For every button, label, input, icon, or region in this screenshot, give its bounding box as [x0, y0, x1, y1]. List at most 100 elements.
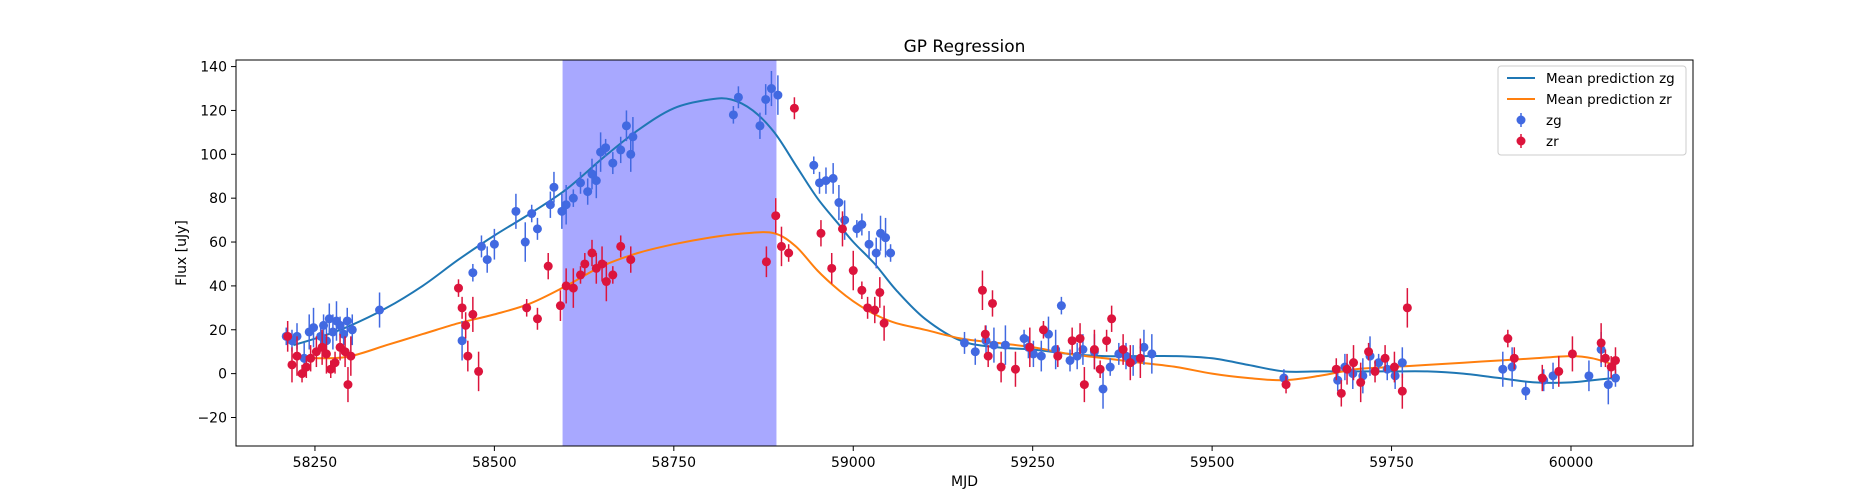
- zr-data-point: [597, 246, 607, 282]
- x-tick-label: 59500: [1190, 455, 1235, 471]
- zr-data-point: [1364, 342, 1374, 361]
- zg-data-point: [1036, 340, 1046, 372]
- zr-data-point: [816, 220, 826, 247]
- legend-box: [1497, 65, 1687, 156]
- zg-data-point: [1584, 360, 1594, 392]
- zr-data-point: [1370, 360, 1380, 383]
- zr-data-point: [1389, 351, 1399, 383]
- zg-data-point: [773, 75, 783, 115]
- zg-data-point: [342, 307, 352, 335]
- zg-data-point: [576, 171, 586, 194]
- legend-label-zg: zg: [1546, 113, 1562, 129]
- zr-data-point: [980, 325, 990, 343]
- x-tick-label: 58250: [293, 455, 338, 471]
- zg-data-point: [587, 158, 597, 190]
- zg-data-point: [621, 110, 631, 142]
- zg-data-point: [834, 185, 844, 221]
- zg-data-point: [766, 70, 776, 107]
- zg-data-point: [1147, 334, 1157, 374]
- zr-data-point: [875, 277, 885, 308]
- zr-data-point: [468, 296, 478, 332]
- zr-data-point: [1554, 356, 1564, 387]
- zg-data-point: [608, 152, 618, 175]
- zg-points: [281, 70, 1620, 409]
- zr-data-point: [1380, 345, 1390, 372]
- zr-data-point: [1509, 347, 1519, 370]
- zr-data-point: [1079, 367, 1089, 403]
- plot-frame: [235, 59, 1694, 447]
- zg-data-point: [557, 193, 567, 229]
- legend-label-zr: zr: [1546, 134, 1559, 150]
- zg-data-point: [324, 303, 334, 335]
- y-axis-ticks: −20 0 20 40 60 80 100 120 140: [197, 60, 236, 426]
- zr-data-point: [1610, 347, 1620, 374]
- zg-data-point: [532, 217, 542, 240]
- zg-data-point: [601, 138, 611, 157]
- zr-data-point: [983, 345, 993, 368]
- zr-data-point: [761, 246, 771, 278]
- legend: Mean prediction zg Mean prediction zr zg…: [1497, 65, 1687, 156]
- zr-data-point: [608, 266, 618, 284]
- zr-data-point: [343, 367, 353, 403]
- zg-data-point: [476, 235, 486, 258]
- zg-data-point: [1498, 351, 1508, 387]
- zr-data-point: [848, 250, 858, 291]
- zg-data-point: [561, 185, 571, 225]
- zg-data-point: [1098, 369, 1108, 409]
- zr-data-point: [784, 244, 794, 262]
- x-axis-ticks: 58250 58500 58750 59000 59250 59500 59750 60000: [293, 446, 1593, 471]
- y-axis-label: Flux [uJy]: [174, 220, 190, 286]
- zr-data-point: [1067, 327, 1077, 354]
- zg-data-point: [468, 263, 478, 282]
- zg-data-point: [871, 237, 881, 269]
- zr-data-point: [1342, 353, 1352, 385]
- zr-data-point: [301, 356, 311, 379]
- zg-data-point: [375, 292, 385, 328]
- x-tick-label: 59250: [1010, 455, 1055, 471]
- zr-data-point: [1537, 364, 1547, 392]
- zr-data-point: [1118, 334, 1128, 365]
- zr-data-point: [1402, 288, 1412, 328]
- zr-data-point: [1025, 327, 1035, 368]
- zg-data-point: [828, 163, 838, 194]
- y-tick-label: 60: [209, 235, 227, 251]
- zg-data-point: [989, 327, 999, 363]
- zr-data-point: [1053, 345, 1063, 368]
- zg-data-point: [545, 191, 555, 218]
- y-tick-label: −20: [197, 410, 227, 426]
- x-tick-label: 58750: [652, 455, 697, 471]
- zr-data-point: [457, 296, 467, 319]
- zr-data-point: [1397, 373, 1407, 409]
- legend-zr-marker-swatch: [1516, 134, 1526, 148]
- zg-data-point: [591, 163, 601, 199]
- zr-data-point: [1038, 320, 1048, 339]
- zr-data-point: [568, 268, 578, 308]
- zr-data-point: [987, 290, 997, 317]
- zg-data-point: [1065, 349, 1075, 372]
- zr-data-point: [626, 246, 636, 273]
- y-tick-label: 100: [200, 147, 227, 163]
- zr-data-point: [977, 270, 987, 311]
- zg-data-point: [347, 314, 357, 346]
- zr-data-point: [543, 253, 553, 280]
- zg-data-point: [511, 193, 521, 229]
- zg-data-point: [339, 323, 349, 346]
- zr-data-point: [1089, 329, 1099, 370]
- zg-data-point: [1397, 347, 1407, 379]
- zr-data-point: [561, 268, 571, 304]
- zr-data-point: [1125, 345, 1135, 381]
- zg-data-point: [1019, 329, 1029, 348]
- zr-data-point: [321, 334, 331, 374]
- zr-data-point: [346, 336, 356, 376]
- zg-data-point: [335, 316, 345, 335]
- zr-data-point: [522, 299, 532, 317]
- zr-data-point: [857, 281, 867, 300]
- zr-data-point: [463, 340, 473, 372]
- y-tick-label: 80: [209, 191, 227, 207]
- chart-title: GP Regression: [904, 37, 1026, 57]
- zr-data-point: [555, 290, 565, 321]
- zg-data-point: [886, 244, 896, 262]
- zr-data-point: [317, 329, 327, 365]
- zg-data-point: [583, 178, 593, 205]
